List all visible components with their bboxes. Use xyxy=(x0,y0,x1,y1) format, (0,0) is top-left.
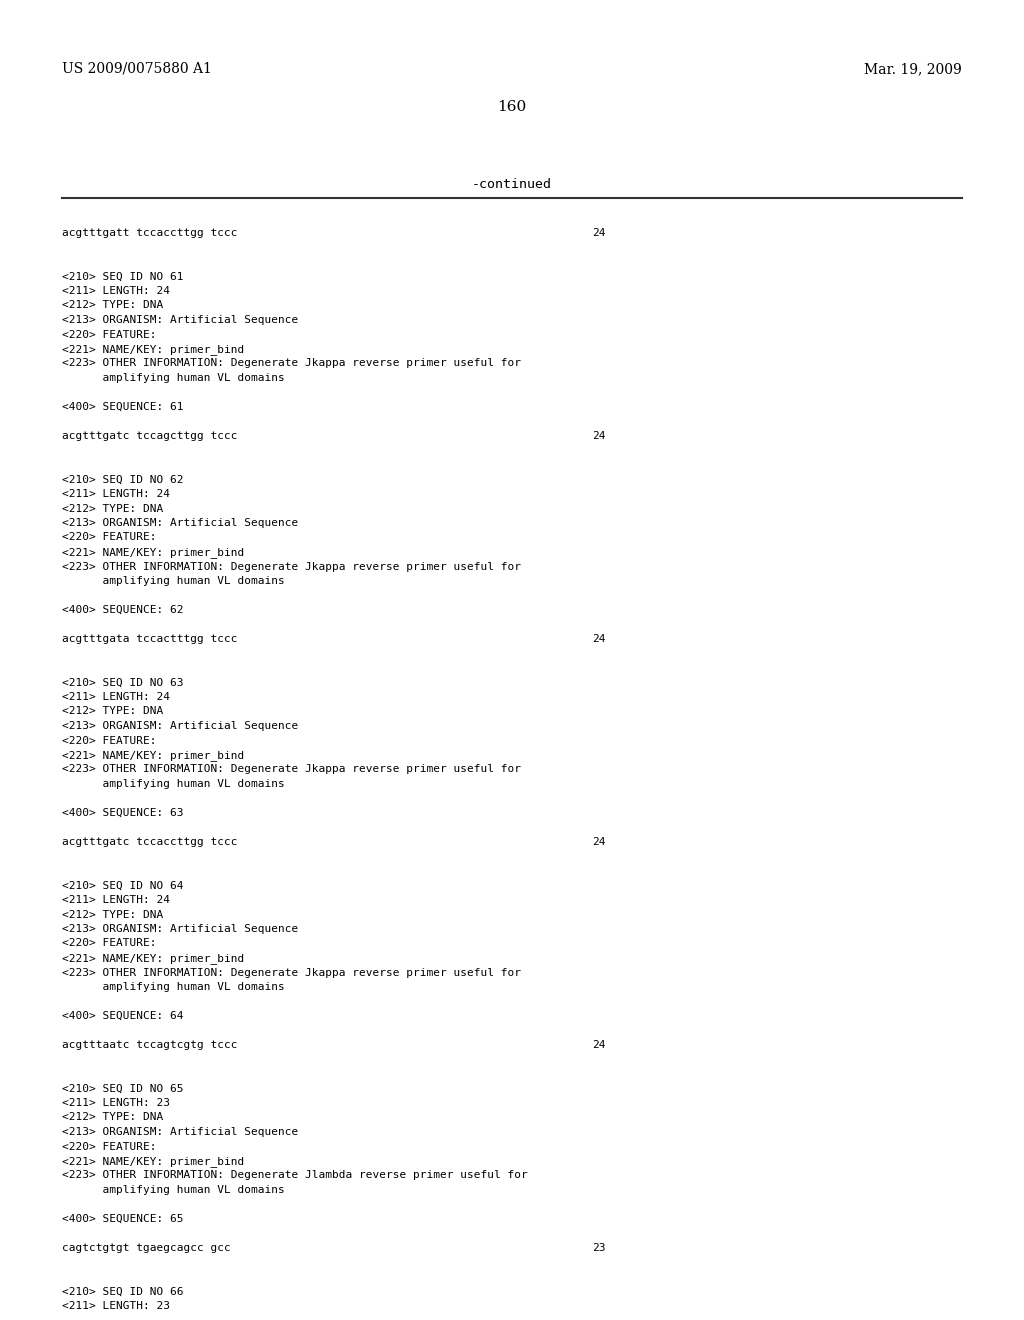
Text: Mar. 19, 2009: Mar. 19, 2009 xyxy=(864,62,962,77)
Text: amplifying human VL domains: amplifying human VL domains xyxy=(62,576,285,586)
Text: <220> FEATURE:: <220> FEATURE: xyxy=(62,939,157,949)
Text: <221> NAME/KEY: primer_bind: <221> NAME/KEY: primer_bind xyxy=(62,953,245,964)
Text: <220> FEATURE:: <220> FEATURE: xyxy=(62,532,157,543)
Text: <221> NAME/KEY: primer_bind: <221> NAME/KEY: primer_bind xyxy=(62,345,245,355)
Text: <220> FEATURE:: <220> FEATURE: xyxy=(62,1142,157,1151)
Text: 24: 24 xyxy=(592,634,605,644)
Text: <400> SEQUENCE: 64: <400> SEQUENCE: 64 xyxy=(62,1011,183,1020)
Text: <211> LENGTH: 24: <211> LENGTH: 24 xyxy=(62,895,170,906)
Text: <210> SEQ ID NO 65: <210> SEQ ID NO 65 xyxy=(62,1084,183,1093)
Text: <210> SEQ ID NO 64: <210> SEQ ID NO 64 xyxy=(62,880,183,891)
Text: 24: 24 xyxy=(592,837,605,847)
Text: acgtttgatc tccaccttgg tccc: acgtttgatc tccaccttgg tccc xyxy=(62,837,238,847)
Text: <212> TYPE: DNA: <212> TYPE: DNA xyxy=(62,909,163,920)
Text: <211> LENGTH: 23: <211> LENGTH: 23 xyxy=(62,1302,170,1311)
Text: <220> FEATURE:: <220> FEATURE: xyxy=(62,330,157,339)
Text: <400> SEQUENCE: 63: <400> SEQUENCE: 63 xyxy=(62,808,183,818)
Text: <212> TYPE: DNA: <212> TYPE: DNA xyxy=(62,706,163,717)
Text: acgtttgatt tccaccttgg tccc: acgtttgatt tccaccttgg tccc xyxy=(62,228,238,238)
Text: <211> LENGTH: 23: <211> LENGTH: 23 xyxy=(62,1098,170,1107)
Text: 24: 24 xyxy=(592,432,605,441)
Text: <212> TYPE: DNA: <212> TYPE: DNA xyxy=(62,1113,163,1122)
Text: <210> SEQ ID NO 62: <210> SEQ ID NO 62 xyxy=(62,474,183,484)
Text: amplifying human VL domains: amplifying human VL domains xyxy=(62,374,285,383)
Text: <210> SEQ ID NO 63: <210> SEQ ID NO 63 xyxy=(62,677,183,688)
Text: <400> SEQUENCE: 61: <400> SEQUENCE: 61 xyxy=(62,403,183,412)
Text: <223> OTHER INFORMATION: Degenerate Jlambda reverse primer useful for: <223> OTHER INFORMATION: Degenerate Jlam… xyxy=(62,1171,527,1180)
Text: acgtttgatc tccagcttgg tccc: acgtttgatc tccagcttgg tccc xyxy=(62,432,238,441)
Text: US 2009/0075880 A1: US 2009/0075880 A1 xyxy=(62,62,212,77)
Text: 160: 160 xyxy=(498,100,526,114)
Text: <213> ORGANISM: Artificial Sequence: <213> ORGANISM: Artificial Sequence xyxy=(62,315,298,325)
Text: <223> OTHER INFORMATION: Degenerate Jkappa reverse primer useful for: <223> OTHER INFORMATION: Degenerate Jkap… xyxy=(62,561,521,572)
Text: <213> ORGANISM: Artificial Sequence: <213> ORGANISM: Artificial Sequence xyxy=(62,924,298,935)
Text: <213> ORGANISM: Artificial Sequence: <213> ORGANISM: Artificial Sequence xyxy=(62,721,298,731)
Text: <221> NAME/KEY: primer_bind: <221> NAME/KEY: primer_bind xyxy=(62,1156,245,1167)
Text: <213> ORGANISM: Artificial Sequence: <213> ORGANISM: Artificial Sequence xyxy=(62,517,298,528)
Text: <221> NAME/KEY: primer_bind: <221> NAME/KEY: primer_bind xyxy=(62,750,245,760)
Text: amplifying human VL domains: amplifying human VL domains xyxy=(62,982,285,993)
Text: <212> TYPE: DNA: <212> TYPE: DNA xyxy=(62,503,163,513)
Text: <223> OTHER INFORMATION: Degenerate Jkappa reverse primer useful for: <223> OTHER INFORMATION: Degenerate Jkap… xyxy=(62,968,521,978)
Text: <213> ORGANISM: Artificial Sequence: <213> ORGANISM: Artificial Sequence xyxy=(62,1127,298,1137)
Text: -continued: -continued xyxy=(472,178,552,191)
Text: <221> NAME/KEY: primer_bind: <221> NAME/KEY: primer_bind xyxy=(62,546,245,558)
Text: <211> LENGTH: 24: <211> LENGTH: 24 xyxy=(62,488,170,499)
Text: <223> OTHER INFORMATION: Degenerate Jkappa reverse primer useful for: <223> OTHER INFORMATION: Degenerate Jkap… xyxy=(62,764,521,775)
Text: 24: 24 xyxy=(592,228,605,238)
Text: <220> FEATURE:: <220> FEATURE: xyxy=(62,735,157,746)
Text: amplifying human VL domains: amplifying human VL domains xyxy=(62,1185,285,1195)
Text: 24: 24 xyxy=(592,1040,605,1049)
Text: <210> SEQ ID NO 66: <210> SEQ ID NO 66 xyxy=(62,1287,183,1296)
Text: acgtttgata tccactttgg tccc: acgtttgata tccactttgg tccc xyxy=(62,634,238,644)
Text: <400> SEQUENCE: 65: <400> SEQUENCE: 65 xyxy=(62,1214,183,1224)
Text: amplifying human VL domains: amplifying human VL domains xyxy=(62,779,285,789)
Text: <212> TYPE: DNA: <212> TYPE: DNA xyxy=(62,301,163,310)
Text: <211> LENGTH: 24: <211> LENGTH: 24 xyxy=(62,692,170,702)
Text: acgtttaatc tccagtcgtg tccc: acgtttaatc tccagtcgtg tccc xyxy=(62,1040,238,1049)
Text: <210> SEQ ID NO 61: <210> SEQ ID NO 61 xyxy=(62,272,183,281)
Text: <223> OTHER INFORMATION: Degenerate Jkappa reverse primer useful for: <223> OTHER INFORMATION: Degenerate Jkap… xyxy=(62,359,521,368)
Text: <211> LENGTH: 24: <211> LENGTH: 24 xyxy=(62,286,170,296)
Text: <400> SEQUENCE: 62: <400> SEQUENCE: 62 xyxy=(62,605,183,615)
Text: 23: 23 xyxy=(592,1243,605,1253)
Text: cagtctgtgt tgaegcagcc gcc: cagtctgtgt tgaegcagcc gcc xyxy=(62,1243,230,1253)
